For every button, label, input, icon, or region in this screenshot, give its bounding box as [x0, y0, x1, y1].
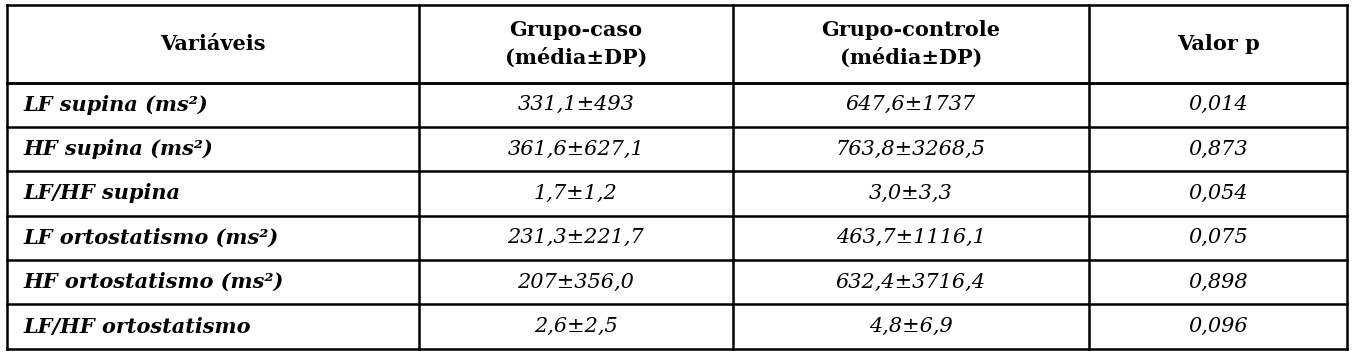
Text: LF supina (ms²): LF supina (ms²): [23, 95, 209, 115]
Text: 2,6±2,5: 2,6±2,5: [533, 317, 617, 336]
Text: 231,3±221,7: 231,3±221,7: [508, 228, 645, 247]
Text: 4,8±6,9: 4,8±6,9: [869, 317, 953, 336]
Text: 0,898: 0,898: [1189, 273, 1248, 292]
Text: Grupo-controle
(média±DP): Grupo-controle (média±DP): [822, 20, 1001, 68]
Text: 207±356,0: 207±356,0: [517, 273, 634, 292]
Text: 647,6±1737: 647,6±1737: [846, 95, 976, 114]
Text: 763,8±3268,5: 763,8±3268,5: [835, 139, 986, 159]
Text: 632,4±3716,4: 632,4±3716,4: [835, 273, 986, 292]
Text: Variáveis: Variáveis: [160, 34, 265, 54]
Text: 0,014: 0,014: [1189, 95, 1248, 114]
Text: 0,075: 0,075: [1189, 228, 1248, 247]
Text: LF ortostatismo (ms²): LF ortostatismo (ms²): [23, 228, 279, 248]
Text: HF supina (ms²): HF supina (ms²): [23, 139, 213, 159]
Text: Valor p: Valor p: [1177, 34, 1259, 54]
Text: 463,7±1116,1: 463,7±1116,1: [835, 228, 986, 247]
Text: 3,0±3,3: 3,0±3,3: [869, 184, 953, 203]
Text: HF ortostatismo (ms²): HF ortostatismo (ms²): [23, 272, 283, 292]
Text: 0,096: 0,096: [1189, 317, 1248, 336]
Text: 0,054: 0,054: [1189, 184, 1248, 203]
Text: Grupo-caso
(média±DP): Grupo-caso (média±DP): [505, 20, 647, 68]
Text: 361,6±627,1: 361,6±627,1: [508, 139, 645, 159]
Text: 331,1±493: 331,1±493: [517, 95, 634, 114]
Text: LF/HF supina: LF/HF supina: [23, 183, 180, 204]
Text: LF/HF ortostatismo: LF/HF ortostatismo: [23, 316, 250, 337]
Text: 0,873: 0,873: [1189, 139, 1248, 159]
Text: 1,7±1,2: 1,7±1,2: [533, 184, 617, 203]
